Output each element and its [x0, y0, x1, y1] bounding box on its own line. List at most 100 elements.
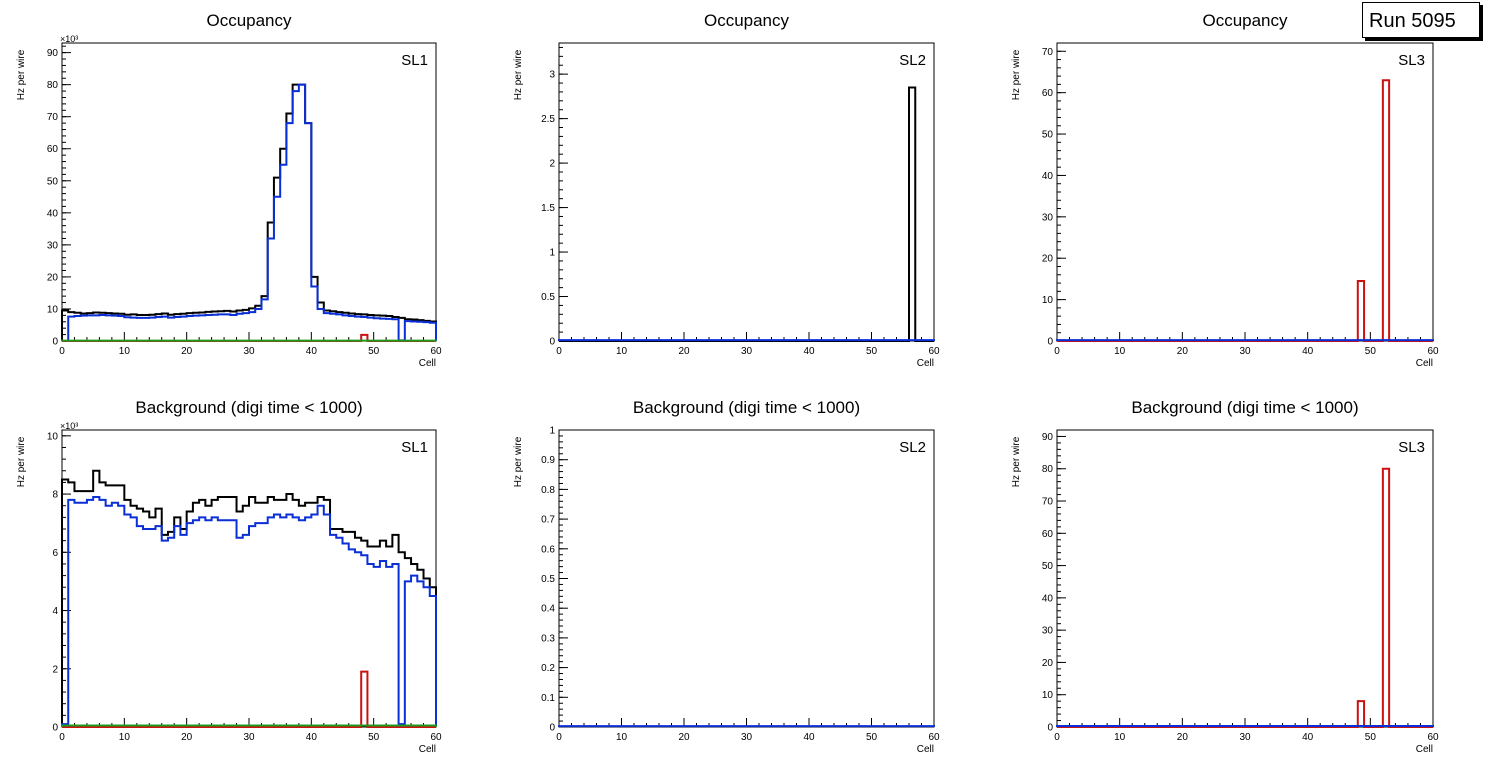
- x-tick-label: 0: [1054, 732, 1060, 743]
- y-tick-label: 20: [1042, 254, 1054, 265]
- y-tick-label: 0.9: [541, 455, 555, 466]
- superlayer-label: SL2: [899, 439, 926, 456]
- x-tick-label: 60: [1427, 732, 1439, 743]
- chart-panel-6: Background (digi time < 1000) SL3 Hz per w…: [1011, 398, 1439, 755]
- superlayer-label: SL3: [1398, 439, 1425, 456]
- x-tick-label: 30: [741, 346, 753, 357]
- chart-title: Occupancy: [704, 11, 790, 30]
- y-tick-label: 1: [549, 426, 555, 437]
- histogram-series-blue: [1056, 725, 1434, 728]
- plot-frame: [558, 42, 935, 342]
- histogram-series-blue: [61, 495, 437, 727]
- x-tick-label: 10: [1114, 732, 1126, 743]
- y-tick-label: 2.5: [541, 114, 555, 125]
- superlayer-label: SL3: [1398, 52, 1425, 69]
- chart-panel-3: Occupancy SL3 Hz per wire Cell 0 10 20 30 40 50 60…: [1011, 11, 1439, 369]
- x-tick-label: 60: [430, 346, 442, 357]
- histogram-series-red: [1057, 79, 1433, 342]
- x-tick-label: 40: [803, 346, 815, 357]
- y-tick-label: 30: [1042, 626, 1054, 637]
- plot-frame: [1056, 42, 1434, 342]
- y-tick-label: 1.5: [541, 203, 555, 214]
- histogram-series-blue: [558, 339, 935, 342]
- chart-panel-1: Occupancy SL1 Hz per wire Cell ×10³ 0 10 20 30 40…: [16, 11, 442, 369]
- y-tick-label: 70: [1042, 47, 1054, 58]
- histogram-series-red: [62, 670, 436, 728]
- x-axis-label: Cell: [419, 744, 436, 755]
- x-tick-label: 40: [306, 732, 318, 743]
- chart-title: Background (digi time < 1000): [135, 398, 362, 417]
- x-tick-label: 20: [181, 732, 193, 743]
- x-tick-label: 50: [866, 346, 878, 357]
- x-tick-label: 20: [1177, 346, 1189, 357]
- x-tick-label: 30: [741, 732, 753, 743]
- y-tick-label: 70: [47, 112, 59, 123]
- histogram-series-black: [61, 83, 437, 341]
- x-tick-label: 0: [59, 346, 65, 357]
- x-tick-label: 60: [928, 732, 940, 743]
- y-tick-label: 0.7: [541, 515, 555, 526]
- x-tick-label: 0: [1054, 346, 1060, 357]
- x-tick-label: 10: [1114, 346, 1126, 357]
- x-tick-label: 30: [1239, 346, 1251, 357]
- y-tick-label: 6: [52, 548, 58, 559]
- y-tick-label: 0.1: [541, 693, 555, 704]
- chart-panel-5: Background (digi time < 1000) SL2 Hz per w…: [513, 398, 940, 755]
- x-axis-label: Cell: [419, 358, 436, 369]
- x-tick-label: 40: [1302, 732, 1314, 743]
- histogram-series-green: [61, 724, 437, 727]
- x-tick-label: 60: [1427, 346, 1439, 357]
- y-tick-label: 10: [47, 431, 59, 442]
- y-tick-label: 3: [549, 70, 555, 81]
- y-tick-label: 0: [1047, 723, 1053, 734]
- x-tick-label: 50: [368, 732, 380, 743]
- histogram-series-blue: [1056, 339, 1434, 342]
- x-tick-label: 60: [430, 732, 442, 743]
- y-tick-label: 30: [47, 240, 59, 251]
- run-label: Run 5095: [1369, 10, 1456, 32]
- y-tick-label: 90: [47, 48, 59, 59]
- y-tick-label: 0: [549, 723, 555, 734]
- y-tick-label: 50: [47, 176, 59, 187]
- histogram-series-red: [1057, 467, 1433, 728]
- x-tick-label: 40: [803, 732, 815, 743]
- y-multiplier: ×10³: [60, 421, 78, 431]
- plot-frame: [61, 429, 437, 728]
- y-axis-label: Hz per wire: [1011, 49, 1022, 100]
- chart-title: Occupancy: [206, 11, 292, 30]
- y-tick-label: 0.5: [541, 292, 555, 303]
- x-tick-label: 50: [1365, 732, 1377, 743]
- y-tick-label: 1: [549, 248, 555, 259]
- y-tick-label: 60: [1042, 529, 1054, 540]
- x-tick-label: 50: [368, 346, 380, 357]
- x-tick-label: 60: [928, 346, 940, 357]
- y-tick-label: 50: [1042, 130, 1054, 141]
- y-tick-label: 0: [549, 337, 555, 348]
- y-tick-label: 80: [47, 80, 59, 91]
- superlayer-label: SL1: [401, 52, 428, 69]
- x-tick-label: 40: [306, 346, 318, 357]
- x-tick-label: 0: [556, 346, 562, 357]
- x-axis-label: Cell: [1416, 358, 1433, 369]
- y-tick-label: 40: [1042, 593, 1054, 604]
- histogram-series-blue: [62, 83, 437, 342]
- y-tick-label: 20: [1042, 658, 1054, 669]
- chart-title: Background (digi time < 1000): [633, 398, 860, 417]
- y-tick-label: 60: [1042, 88, 1054, 99]
- x-tick-label: 10: [616, 732, 628, 743]
- x-tick-label: 30: [1239, 732, 1251, 743]
- x-axis-label: Cell: [917, 744, 934, 755]
- chart-panel-4: Background (digi time < 1000) SL1 Hz per w…: [16, 398, 442, 755]
- run-label-box: Run 5095: [1362, 2, 1480, 38]
- x-tick-label: 50: [1365, 346, 1377, 357]
- y-tick-label: 10: [47, 304, 59, 315]
- y-tick-label: 0: [1047, 337, 1053, 348]
- x-tick-label: 20: [1177, 732, 1189, 743]
- y-tick-label: 80: [1042, 464, 1054, 475]
- y-tick-label: 10: [1042, 295, 1054, 306]
- y-tick-label: 2: [549, 159, 555, 170]
- x-tick-label: 10: [616, 346, 628, 357]
- y-tick-label: 4: [52, 606, 58, 617]
- y-tick-label: 0: [52, 723, 58, 734]
- histogram-series-blue: [558, 725, 935, 728]
